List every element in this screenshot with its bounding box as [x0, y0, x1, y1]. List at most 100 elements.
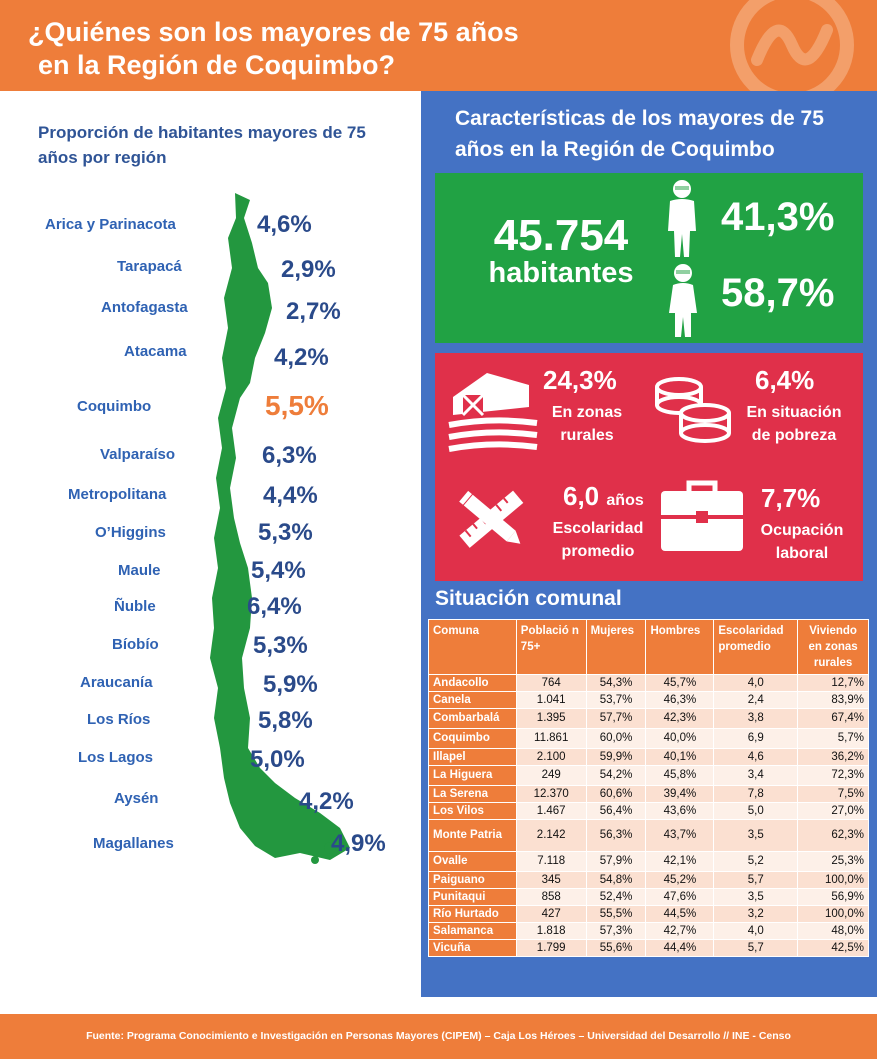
cell: 83,9%	[797, 691, 869, 709]
table-row: Combarbalá 1.395 57,7% 42,3% 3,8 67,4%	[428, 708, 869, 729]
work-label: Ocupación laboral	[753, 519, 851, 565]
table-row: Paiguano 345 54,8% 45,2% 5,7 100,0%	[428, 871, 869, 889]
cell: 427	[515, 905, 587, 923]
column-header: Mujeres	[585, 619, 647, 675]
cell: 2,4	[713, 691, 799, 709]
footer: Fuente: Programa Conocimiento e Investig…	[0, 1014, 877, 1059]
table-row: Vicuña 1.799 55,6% 44,4% 5,7 42,5%	[428, 939, 869, 957]
population-box: 45.754 habitantes 41,3% 58,7%	[435, 173, 863, 343]
cell: 2.142	[515, 819, 587, 852]
region-value: 5,0%	[250, 746, 305, 773]
cell: 4,0	[713, 922, 799, 940]
table-row: Ovalle 7.118 57,9% 42,1% 5,2 25,3%	[428, 851, 869, 872]
cell: 7.118	[515, 851, 587, 872]
cell: 57,9%	[585, 851, 647, 872]
cell: Coquimbo	[428, 728, 517, 749]
region-name: Ñuble	[114, 598, 156, 615]
cell: 4,6	[713, 748, 799, 766]
cell: 57,7%	[585, 708, 647, 729]
region-value: 5,3%	[258, 519, 313, 546]
region-name: Magallanes	[93, 835, 174, 852]
region-value: 5,3%	[253, 632, 308, 659]
cell: 7,8	[713, 785, 799, 803]
region-value: 5,8%	[258, 707, 313, 734]
cell: 47,6%	[645, 888, 715, 906]
region-value: 5,9%	[263, 671, 318, 698]
cell: 60,6%	[585, 785, 647, 803]
region-name: Bíobío	[112, 636, 159, 653]
region-name: Los Lagos	[78, 749, 154, 766]
work-label-line2: laboral	[775, 545, 829, 562]
rural-value: 24,3%	[543, 365, 617, 395]
cell: 42,5%	[797, 939, 869, 957]
cell: 44,4%	[645, 939, 715, 957]
table-header-row: Comuna Població n 75+ Mujeres Hombres Es…	[428, 619, 869, 675]
cell: 345	[515, 871, 587, 889]
region-name: Maule	[118, 562, 161, 579]
cell: 1.041	[515, 691, 587, 709]
table-title: Situación comunal	[435, 587, 622, 610]
cell: 54,2%	[585, 765, 647, 786]
column-header: Població n 75+	[515, 619, 587, 675]
page-title: ¿Quiénes son los mayores de 75 años en l…	[28, 16, 519, 82]
population-number: 45.754	[493, 211, 629, 260]
cell: 67,4%	[797, 708, 869, 729]
cell: 48,0%	[797, 922, 869, 940]
cell: 43,7%	[645, 819, 715, 852]
title-line-1: ¿Quiénes son los mayores de 75 años	[28, 17, 519, 47]
region-value: 2,7%	[286, 298, 341, 325]
stats-box: 24,3% En zonas rurales 6,4% En situación…	[435, 353, 863, 581]
comunal-table: Comuna Població n 75+ Mujeres Hombres Es…	[428, 619, 869, 957]
cell: 3,5	[713, 819, 799, 852]
cell: 56,4%	[585, 802, 647, 820]
cell: 6,9	[713, 728, 799, 749]
man-icon	[668, 180, 696, 257]
cell: 764	[515, 674, 587, 692]
region-value: 6,3%	[262, 442, 317, 469]
region-value-highlight: 5,5%	[265, 390, 329, 421]
rural-label: En zonas rurales	[537, 401, 637, 447]
pencil-ruler-icon	[459, 490, 524, 548]
cell: 12.370	[515, 785, 587, 803]
cell: Paiguano	[428, 871, 517, 889]
cell: Los Vilos	[428, 802, 517, 820]
poverty-label-line1: En situación	[746, 404, 842, 421]
cell: 2.100	[515, 748, 587, 766]
school-label: Escolaridad promedio	[543, 517, 653, 563]
poverty-value: 6,4%	[755, 365, 815, 395]
region-name: Tarapacá	[117, 258, 182, 275]
characteristics-panel: Características de los mayores de 75 año…	[421, 91, 877, 997]
table-row: Andacollo 764 54,3% 45,7% 4,0 12,7%	[428, 674, 869, 692]
region-value: 4,6%	[257, 211, 312, 238]
briefcase-icon	[661, 480, 743, 551]
women-percentage: 58,7%	[721, 271, 835, 315]
region-value: 4,4%	[263, 482, 318, 509]
table-row: Río Hurtado 427 55,5% 44,5% 3,2 100,0%	[428, 905, 869, 923]
cell: 100,0%	[797, 905, 869, 923]
cell: Illapel	[428, 748, 517, 766]
cell: 72,3%	[797, 765, 869, 786]
cell: La Higuera	[428, 765, 517, 786]
cell: 3,2	[713, 905, 799, 923]
cell: 27,0%	[797, 802, 869, 820]
cell: 46,3%	[645, 691, 715, 709]
cell: 55,5%	[585, 905, 647, 923]
region-value: 4,9%	[331, 830, 386, 857]
region-value: 4,2%	[274, 344, 329, 371]
cell: 3,4	[713, 765, 799, 786]
barn-icon	[448, 373, 538, 452]
cell: 100,0%	[797, 871, 869, 889]
cell: 5,7	[713, 939, 799, 957]
table-row: Monte Patria 2.142 56,3% 43,7% 3,5 62,3%	[428, 819, 869, 852]
school-label-line2: promedio	[561, 543, 635, 560]
column-header: Comuna	[428, 619, 517, 675]
table-row: Salamanca 1.818 57,3% 42,7% 4,0 48,0%	[428, 922, 869, 940]
school-value: 6,0 años	[563, 481, 644, 512]
cell: 45,8%	[645, 765, 715, 786]
cell: 1.818	[515, 922, 587, 940]
column-header: Hombres	[645, 619, 715, 675]
chile-map-icon	[210, 193, 350, 864]
cell: 55,6%	[585, 939, 647, 957]
cell: 1.467	[515, 802, 587, 820]
table-row: Coquimbo 11.861 60,0% 40,0% 6,9 5,7%	[428, 728, 869, 749]
